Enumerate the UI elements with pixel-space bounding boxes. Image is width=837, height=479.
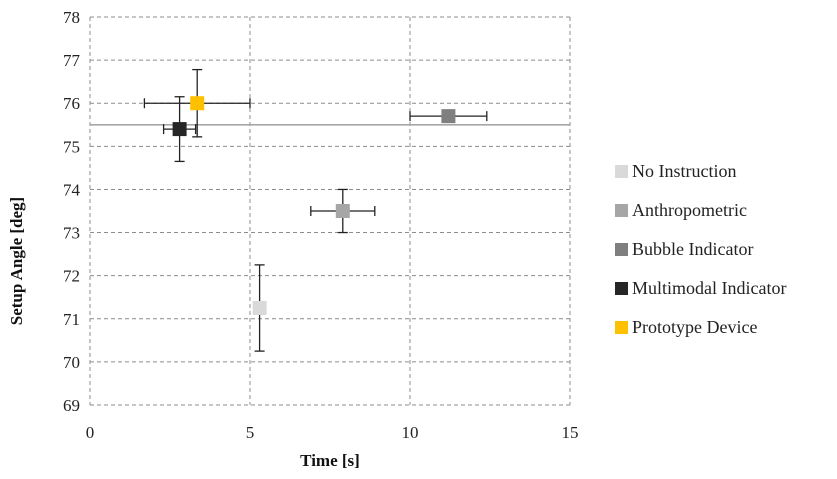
legend-label: Bubble Indicator: [632, 239, 753, 259]
error-bars: [143, 68, 488, 352]
data-point: [335, 204, 350, 218]
y-tick-label: 72: [63, 267, 80, 286]
y-tick-label: 70: [63, 353, 80, 372]
data-point: [190, 96, 205, 111]
x-tick-label: 5: [246, 423, 255, 442]
data-points: [172, 96, 456, 315]
legend-label: Multimodal Indicator: [632, 278, 786, 298]
legend-label: Prototype Device: [632, 317, 757, 337]
legend-swatch: [615, 165, 628, 178]
y-tick-labels: 69 70 71 72 73 74 75 76 77 78: [63, 8, 81, 415]
legend-swatch: [615, 321, 628, 334]
y-tick-label: 73: [63, 224, 80, 243]
y-axis-title: Setup Angle [deg]: [7, 197, 26, 325]
grid-lines: [89, 16, 571, 406]
x-axis-title: Time [s]: [300, 451, 360, 470]
legend-label: Anthropometric: [632, 200, 747, 220]
data-point: [252, 301, 267, 315]
legend-swatch: [615, 204, 628, 217]
y-tick-label: 74: [63, 180, 81, 199]
data-point: [172, 122, 187, 137]
y-tick-label: 77: [63, 51, 81, 70]
y-tick-label: 71: [63, 310, 80, 329]
y-tick-label: 75: [63, 137, 80, 156]
legend-swatch: [615, 282, 628, 295]
legend: No Instruction Anthropometric Bubble Indic…: [615, 161, 786, 337]
x-tick-label: 0: [86, 423, 95, 442]
y-tick-label: 69: [63, 396, 80, 415]
y-tick-label: 78: [63, 8, 80, 27]
x-tick-label: 15: [562, 423, 579, 442]
legend-label: No Instruction: [632, 161, 736, 181]
legend-swatch: [615, 243, 628, 256]
y-tick-label: 76: [63, 94, 80, 113]
x-tick-labels: 0 5 10 15: [86, 423, 579, 442]
x-tick-label: 10: [402, 423, 419, 442]
data-point: [441, 109, 456, 124]
